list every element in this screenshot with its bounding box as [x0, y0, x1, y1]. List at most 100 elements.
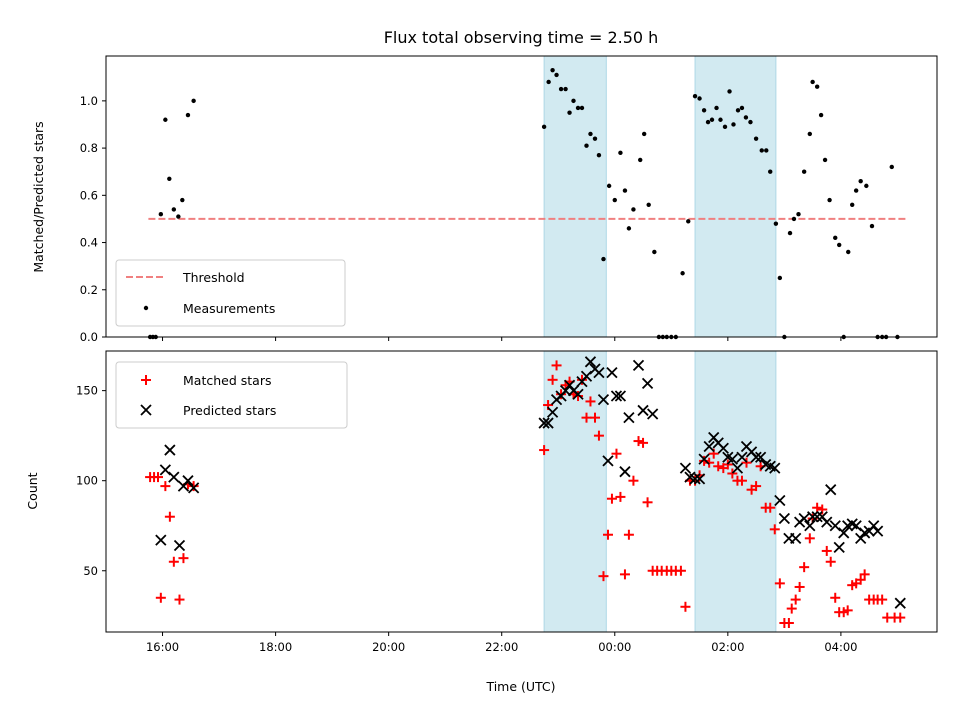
x-tick-label: 20:00	[372, 640, 405, 654]
predicted-point	[868, 520, 880, 532]
y-tick-label: 150	[76, 384, 98, 398]
measurement-point	[735, 108, 741, 113]
measurement-point	[833, 235, 838, 241]
predicted-point	[679, 462, 692, 474]
measurement-point	[646, 202, 651, 207]
measurement-point	[743, 115, 749, 120]
measurement-point	[606, 183, 612, 189]
measurement-point	[764, 148, 769, 153]
predicted-point	[726, 453, 738, 465]
measurement-point	[739, 105, 745, 111]
measurement-point	[801, 169, 807, 174]
matched-point	[812, 502, 823, 513]
measurement-point	[818, 112, 824, 118]
predicted-point	[632, 359, 645, 372]
x-tick-label: 16:00	[146, 640, 179, 654]
predicted-point	[850, 520, 862, 532]
predicted-point	[811, 511, 823, 523]
predicted-point	[614, 390, 627, 402]
measurement-point	[558, 86, 564, 92]
predicted-point	[164, 444, 176, 456]
x-tick-label: 18:00	[259, 640, 292, 654]
matched-point	[628, 475, 639, 486]
predicted-point	[731, 462, 744, 474]
matched-point	[704, 457, 715, 468]
measurement-point	[686, 219, 691, 224]
matched-point	[675, 565, 686, 576]
matched-legend-swatch	[141, 375, 151, 385]
predicted-point	[623, 412, 635, 424]
predicted-point	[804, 520, 816, 532]
matched-point	[855, 574, 866, 585]
matched-point	[633, 436, 644, 447]
measurement-point	[722, 124, 728, 130]
measurement-point	[846, 249, 851, 255]
predicted-point	[778, 512, 791, 525]
measurement-point	[567, 110, 572, 115]
y-tick-label: 50	[83, 564, 98, 578]
measurement-point	[853, 188, 859, 193]
x-tick-label: 02:00	[711, 640, 744, 654]
top-panel: 0.0 0.2 0.4 0.6 0.8 1.0 Matched/Predicted sta…	[31, 55, 938, 344]
predicted-legend-label: Predicted stars	[183, 403, 276, 418]
measurement-point	[727, 89, 732, 94]
y-tick-label: 0.4	[80, 236, 98, 250]
matched-point	[606, 493, 617, 504]
y-tick-label: 0.2	[80, 283, 98, 297]
matched-point	[727, 468, 738, 479]
measurement-point	[814, 84, 820, 89]
measurement-point	[864, 183, 869, 189]
predicted-point	[821, 516, 833, 528]
measurement-point	[575, 105, 581, 111]
measurement-point	[701, 108, 707, 113]
x-tick-label: 00:00	[598, 640, 631, 654]
predicted-point	[838, 527, 850, 539]
measurement-point	[777, 275, 783, 281]
matched-point	[821, 545, 832, 556]
matched-point	[825, 556, 836, 567]
matched-point	[585, 396, 596, 407]
matched-point	[799, 562, 810, 573]
matched-point	[188, 481, 199, 492]
measurement-point	[163, 117, 168, 122]
measurement-point	[191, 98, 196, 104]
measurement-point	[697, 96, 702, 101]
measurement-point	[768, 169, 773, 174]
measurement-point	[753, 136, 759, 141]
measurement-point	[612, 197, 617, 203]
matched-point	[619, 569, 630, 580]
measurement-point	[592, 136, 598, 141]
measurement-point	[773, 221, 779, 226]
measurement-point	[692, 93, 698, 99]
measurement-point	[185, 112, 191, 118]
predicted-point	[806, 511, 819, 523]
matched-point	[830, 592, 841, 603]
predicted-point	[798, 512, 810, 525]
y-tick-label: 0.0	[80, 330, 98, 344]
x-tick-label: 04:00	[824, 640, 857, 654]
matched-point	[598, 571, 609, 582]
measurement-point	[588, 131, 593, 137]
top-panel-frame	[105, 55, 938, 338]
matched-point	[783, 617, 794, 628]
shaded-interval-1	[543, 55, 607, 338]
measurement-point	[167, 176, 172, 181]
measurement-point	[869, 223, 875, 229]
matched-point	[168, 556, 179, 567]
measurement-point	[652, 249, 657, 255]
predicted-point	[580, 370, 593, 382]
predicted-point	[698, 453, 710, 465]
measurement-point	[796, 212, 801, 217]
matched-point	[794, 581, 805, 592]
matched-point	[765, 502, 776, 513]
top-panel-legend: Threshold Measurements	[115, 259, 346, 327]
matched-point	[623, 529, 634, 540]
measurement-point	[810, 79, 815, 85]
matched-point	[155, 592, 166, 603]
matched-point	[160, 481, 171, 492]
predicted-point	[754, 451, 767, 463]
predicted-legend-swatch	[140, 404, 152, 416]
measurement-point	[171, 207, 177, 212]
predicted-point	[833, 541, 845, 553]
predicted-point	[769, 462, 781, 474]
